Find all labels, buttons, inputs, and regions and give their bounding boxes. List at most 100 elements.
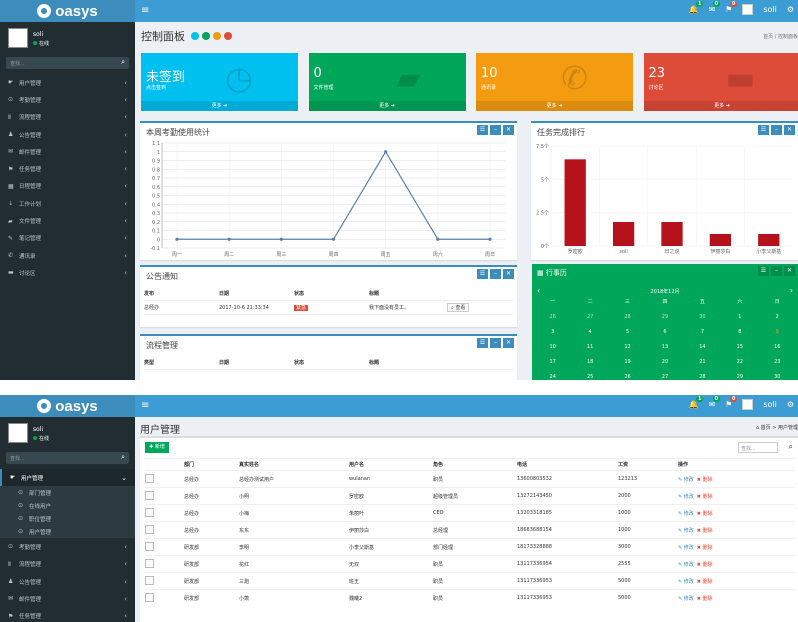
more-link[interactable]: 更多 ➔ — [141, 101, 298, 111]
table-row[interactable]: 总经办 东东 伊丽莎白 总经理 18683688154 1000 ✎ 修改 ✖ 删除 — [145, 521, 795, 538]
table-row[interactable]: 研发部 李明 小李父斯基 部门经理 18173328888 3000 ✎ 修改 ✖ 删除 — [145, 538, 795, 555]
table-row[interactable]: 研发部 花红 无双 职员 13117336954 2555 ✎ 修改 ✖ 删除 — [145, 555, 795, 572]
mail-icon[interactable]: ✉ 0 — [708, 396, 721, 409]
table-row[interactable]: 研发部 三炮 班王 职员 13117336953 5000 ✎ 修改 ✖ 删除 — [145, 572, 795, 589]
flag-icon[interactable]: ⚑ 0 — [725, 396, 738, 409]
close-icon[interactable]: ✕ — [784, 266, 795, 276]
delete-button[interactable]: ✖ 删除 — [697, 596, 713, 602]
close-icon[interactable]: ✕ — [503, 125, 514, 135]
edit-button[interactable]: ✎ 修改 — [678, 511, 694, 517]
delete-button[interactable]: ✖ 删除 — [697, 562, 713, 568]
data-point[interactable] — [384, 150, 388, 154]
edit-button[interactable]: ✎ 修改 — [678, 562, 694, 568]
flag-icon[interactable]: ⚑ 0 — [725, 1, 738, 14]
sidebar-item[interactable]: ✆ 通讯录 ‹ — [0, 247, 135, 264]
bell-icon[interactable]: 🔔 1 — [688, 396, 704, 409]
more-link[interactable]: 更多 ➔ — [476, 101, 633, 111]
minimize-icon[interactable]: – — [771, 266, 782, 276]
delete-button[interactable]: ✖ 删除 — [697, 477, 713, 483]
menu-toggle-icon[interactable]: ≡ — [141, 400, 150, 411]
sidebar-item[interactable]: ⊙ 考勤管理 ‹ — [0, 538, 135, 555]
delete-button[interactable]: ✖ 删除 — [697, 545, 713, 551]
delete-button[interactable]: ✖ 删除 — [697, 494, 713, 500]
table-row[interactable]: 总经办 小明 罗密欧 超级管理员 13272143450 2000 ✎ 修改 ✖ 删除 — [145, 487, 795, 504]
color-dot[interactable] — [213, 31, 221, 40]
calendar-day[interactable]: 20 — [661, 359, 669, 365]
calendar-day[interactable]: 7 — [700, 329, 705, 335]
sidebar-item[interactable]: ⊙ 部门管理 — [0, 486, 135, 499]
data-point[interactable] — [227, 237, 231, 241]
color-dot[interactable] — [191, 31, 199, 40]
info-box[interactable]: 0 文件管理 ▰ 更多 ➔ — [308, 53, 466, 111]
edit-button[interactable]: ✎ 修改 — [678, 494, 694, 500]
theme-dots[interactable] — [191, 30, 235, 43]
sidebar-item[interactable]: ⊙ 在线用户 — [0, 499, 135, 512]
delete-button[interactable]: ✖ 删除 — [697, 528, 713, 534]
calendar-day[interactable]: 2 — [775, 314, 779, 320]
info-box[interactable]: 未签到 点击签到 ◷ 更多 ➔ — [141, 53, 298, 111]
sidebar-item[interactable]: ♟ 公告管理 ‹ — [0, 573, 135, 590]
info-box[interactable]: 10 通讯录 ✆ 更多 ➔ — [476, 53, 633, 111]
sidebar-item[interactable]: ☛ 用户管理 ‹ — [0, 74, 135, 91]
delete-button[interactable]: ✖ 删除 — [697, 579, 713, 585]
list-icon[interactable]: ☰ — [758, 125, 769, 135]
close-icon[interactable]: ✕ — [503, 338, 514, 348]
breadcrumb[interactable]: ⌂ 首页 > 用户管理 — [755, 425, 798, 431]
notice-title[interactable]: 我下面没有员工。 — [369, 305, 410, 311]
calendar-day[interactable]: 28 — [699, 374, 706, 380]
brand-logo[interactable]: oasys — [0, 395, 135, 417]
more-link[interactable]: 更多 ➔ — [643, 101, 798, 111]
sidebar-item[interactable]: ♟ 公告管理 ‹ — [0, 126, 135, 143]
table-row[interactable]: 研发部 小萧 魏曦2 职员 13117336953 5000 ✎ 修改 ✖ 删除 — [145, 589, 795, 606]
close-icon[interactable]: ✕ — [503, 269, 514, 279]
edit-button[interactable]: ✎ 修改 — [678, 528, 694, 534]
brand-logo[interactable]: oasys — [0, 0, 135, 22]
sidebar-item[interactable]: ▰ 文件管理 ‹ — [0, 212, 135, 229]
calendar-day[interactable]: 23 — [774, 359, 781, 365]
table-row[interactable]: 总经办 2017-10-6 21:33:34 紧急 我下面没有员工。 ⌕ 查看 — [144, 301, 513, 315]
delete-button[interactable]: ✖ 删除 — [697, 511, 713, 517]
calendar-day[interactable]: 22 — [736, 359, 744, 365]
info-box[interactable]: 23 讨论区 ▬ 更多 ➔ — [643, 53, 798, 111]
calendar-day[interactable]: 29 — [736, 374, 744, 380]
sidebar-item[interactable]: ⚑ 任务管理 ‹ — [0, 160, 135, 177]
minimize-icon[interactable]: – — [490, 269, 501, 279]
sidebar-item[interactable]: Ⅱ 流程管理 ‹ — [0, 556, 135, 573]
edit-button[interactable]: ✎ 修改 — [678, 477, 694, 483]
prev-month-icon[interactable]: ‹ — [537, 286, 541, 295]
sidebar-item[interactable]: ⇣ 工作计划 ‹ — [0, 195, 135, 212]
sidebar-item[interactable]: ✎ 笔记管理 ‹ — [0, 230, 135, 247]
bar[interactable] — [661, 222, 683, 246]
breadcrumb[interactable]: 首页 / 控制面板 — [763, 34, 798, 40]
close-icon[interactable]: ✕ — [784, 125, 795, 135]
minimize-icon[interactable]: – — [490, 125, 501, 135]
sidebar-item[interactable]: ▦ 日程管理 ‹ — [0, 178, 135, 195]
edit-button[interactable]: ✎ 修改 — [678, 545, 694, 551]
search-icon[interactable]: ⌕ — [788, 442, 793, 451]
user-avatar[interactable] — [742, 399, 754, 410]
minimize-icon[interactable]: – — [490, 338, 501, 348]
calendar-day[interactable]: 19 — [624, 359, 631, 365]
minimize-icon[interactable]: – — [771, 125, 782, 135]
search-icon[interactable]: ⌕ — [121, 58, 125, 66]
sidebar-item[interactable]: ⚑ 任务管理 ‹ — [0, 607, 135, 622]
data-point[interactable] — [488, 237, 492, 241]
calendar-day[interactable]: 8 — [738, 329, 742, 335]
table-search-input[interactable]: 查找... — [738, 442, 778, 453]
calendar-day[interactable]: 6 — [663, 329, 667, 335]
calendar-day[interactable]: 17 — [549, 359, 556, 365]
table-row[interactable]: 总经办 总经办测试用户 wulanan 职员 13600803532 123213 ✎ 修改… — [145, 470, 795, 487]
sidebar-item[interactable]: ☛ 用户管理 ⌄ — [0, 469, 135, 487]
calendar-day[interactable]: 18 — [586, 359, 594, 365]
calendar-day[interactable]: 28 — [624, 314, 631, 320]
calendar-day[interactable]: 27 — [661, 374, 669, 380]
next-month-icon[interactable]: › — [789, 286, 793, 295]
calendar-day[interactable]: 21 — [699, 359, 706, 365]
edit-button[interactable]: ✎ 修改 — [678, 596, 694, 602]
calendar-day[interactable]: 16 — [774, 344, 781, 350]
bar[interactable] — [612, 222, 635, 246]
sidebar-item[interactable]: ✉ 邮件管理 ‹ — [0, 143, 135, 160]
topbar-username[interactable]: soli — [763, 400, 777, 409]
data-point[interactable] — [279, 237, 283, 241]
sidebar-item[interactable]: ⊙ 考勤管理 ‹ — [0, 91, 135, 108]
